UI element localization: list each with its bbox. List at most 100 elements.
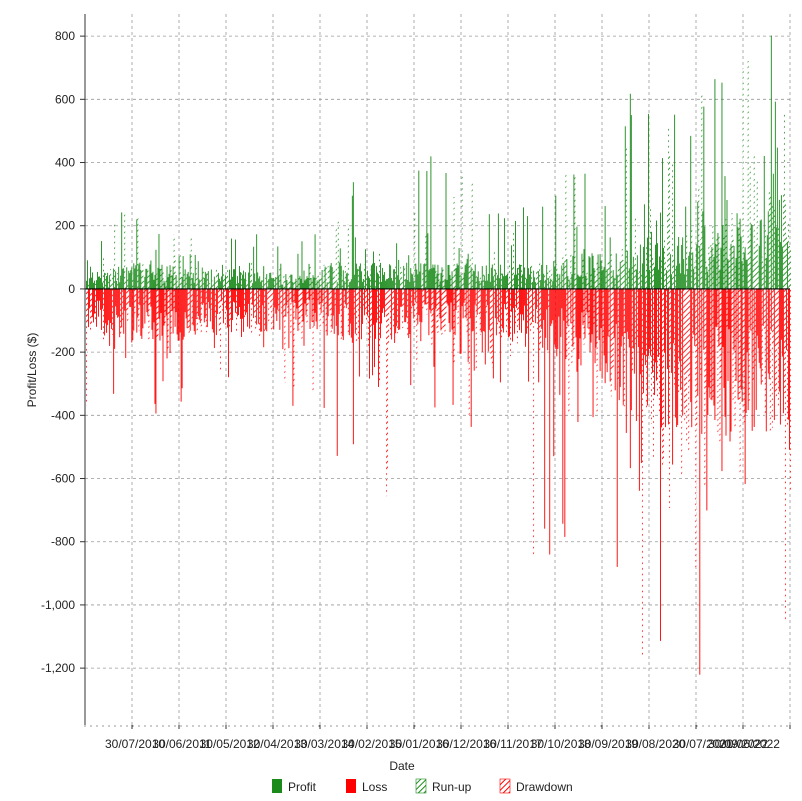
drawdown-bar	[423, 288, 425, 306]
loss-bar	[630, 288, 632, 411]
drawdown-bar	[329, 288, 331, 315]
loss-bar	[658, 288, 659, 357]
loss-bar	[781, 288, 783, 357]
run-up-bar	[669, 153, 671, 289]
run-up-bar	[422, 269, 424, 289]
loss-bar	[727, 288, 729, 382]
profit-bar	[741, 261, 743, 289]
loss-bar	[448, 288, 450, 324]
loss-bar	[557, 288, 559, 349]
profit-bar	[381, 281, 382, 289]
loss-bar	[175, 288, 177, 313]
loss-bar	[118, 288, 120, 317]
loss-bar	[584, 288, 586, 339]
loss-bar	[238, 288, 239, 316]
drawdown-bar	[776, 288, 778, 349]
profit-bar	[545, 279, 547, 289]
profit-bar	[268, 279, 270, 289]
loss-bar	[481, 288, 483, 353]
profit-bar	[181, 276, 183, 289]
loss-bar	[567, 288, 569, 326]
loss-bar	[778, 288, 780, 392]
profit-bar	[616, 274, 618, 289]
loss-bar	[473, 288, 475, 371]
run-up-bar	[782, 191, 784, 289]
loss-bar	[295, 288, 297, 320]
profit-bar	[286, 280, 288, 289]
loss-bar	[376, 288, 377, 323]
loss-bar	[425, 288, 427, 305]
loss-bar	[208, 288, 210, 309]
x-tick-label: 30/04/2013	[247, 737, 307, 751]
profit-bar	[567, 276, 569, 289]
profit-bar	[388, 278, 390, 289]
loss-bar	[724, 288, 726, 417]
y-axis: 800 600 400 200 0 -200 -400 -600 -800 -1,000 -1,20…	[41, 29, 85, 675]
legend-label: Loss	[362, 780, 387, 794]
loss-bar	[195, 288, 197, 320]
loss-bar	[474, 288, 476, 305]
drawdown-bar	[537, 288, 539, 333]
loss-bar	[746, 288, 748, 352]
loss-bar	[383, 288, 385, 309]
loss-bar	[102, 288, 104, 309]
profit-bar	[157, 267, 159, 289]
profit-bar	[684, 274, 686, 289]
profit-bar	[299, 275, 301, 289]
loss-bar	[333, 288, 335, 334]
drawdown-bar	[148, 288, 150, 341]
run-up-bar	[611, 271, 613, 289]
legend-item-profit[interactable]: Profit	[272, 779, 317, 794]
loss-bar	[452, 288, 454, 405]
profit-bar	[416, 269, 418, 289]
profit-bar	[497, 213, 499, 289]
run-up-bar	[452, 277, 454, 289]
legend-item-drawdown[interactable]: Drawdown	[499, 778, 573, 794]
loss-bar	[723, 288, 725, 388]
loss-bar	[483, 288, 485, 332]
loss-bar	[722, 288, 724, 348]
drawdown-bar	[221, 288, 223, 311]
run-up-bar	[787, 222, 789, 289]
profit-bar	[679, 263, 681, 289]
profit-bar	[352, 182, 354, 289]
profit-bar	[245, 272, 247, 289]
loss-bar	[434, 288, 436, 408]
profit-bar	[527, 216, 529, 289]
run-up-bar	[596, 262, 598, 289]
legend-item-run-up[interactable]: Run-up	[415, 778, 472, 794]
loss-bar	[158, 288, 160, 319]
loss-bar	[147, 288, 149, 317]
profit-bar	[210, 269, 212, 289]
run-up-bar	[761, 256, 763, 289]
run-up-bar	[667, 214, 669, 289]
drawdown-bar	[687, 288, 689, 373]
loss-bar	[207, 288, 209, 303]
loss-bar	[589, 288, 591, 353]
legend-item-loss[interactable]: Loss	[346, 779, 387, 794]
profit-bar	[193, 282, 195, 289]
profit-bar	[737, 227, 739, 289]
loss-bar	[430, 288, 432, 314]
profit-bar	[410, 268, 412, 289]
profit-bar	[229, 269, 230, 289]
profit-bar	[338, 262, 340, 289]
run-up-bar	[162, 271, 164, 289]
loss-bar	[648, 288, 650, 349]
loss-bar	[165, 288, 167, 316]
profit-bar	[191, 278, 193, 289]
run-up-bar	[117, 273, 119, 289]
profit-bar	[306, 276, 308, 289]
loss-bar	[598, 288, 600, 341]
profit-bar	[489, 281, 491, 289]
drawdown-bar	[91, 288, 92, 325]
run-up-bar	[664, 239, 666, 289]
profit-bar	[591, 253, 593, 289]
profit-bar	[666, 270, 668, 289]
loss-bar	[635, 288, 637, 421]
profit-bar	[520, 264, 521, 289]
loss-bar	[363, 288, 365, 316]
loss-bar	[560, 288, 562, 337]
loss-bar	[639, 288, 641, 375]
profit-bar	[169, 265, 171, 289]
